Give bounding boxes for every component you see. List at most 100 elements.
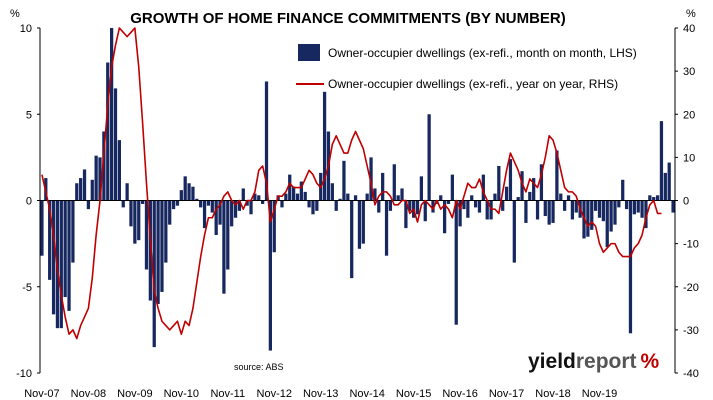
bar-mom-132	[551, 200, 555, 223]
bar-mom-38	[187, 183, 191, 201]
bar-mom-126	[528, 191, 532, 201]
bar-mom-85	[369, 157, 373, 201]
bar-mom-134	[559, 193, 563, 201]
bar-mom-149	[617, 200, 621, 208]
bar-mom-124	[520, 171, 524, 201]
legend-label-bar: Owner-occupier dwellings (ex-refi., mont…	[328, 46, 637, 60]
legend-label-line: Owner-occupier dwellings (ex-refi., year…	[328, 77, 618, 91]
bar-mom-15	[98, 157, 102, 201]
left-tick-label-3: -5	[22, 282, 32, 294]
bar-mom-68	[303, 191, 307, 201]
right-tick-label-5: -10	[683, 239, 699, 251]
bar-mom-93	[400, 188, 404, 201]
bar-mom-10	[79, 178, 83, 201]
bar-mom-31	[160, 200, 164, 292]
bar-mom-120	[504, 186, 509, 201]
right-tick-label-1: 30	[683, 66, 695, 78]
left-tick-label-1: 5	[26, 109, 32, 121]
bar-mom-158	[652, 197, 656, 201]
bar-mom-99	[423, 200, 427, 222]
bar-mom-26	[140, 200, 145, 204]
bar-mom-34	[171, 200, 176, 210]
bar-mom-51	[237, 200, 242, 211]
x-tick-label-2: Nov-09	[117, 388, 152, 400]
bar-mom-118	[497, 166, 501, 201]
logo-word-yield: yield	[528, 350, 576, 373]
bar-mom-104	[442, 200, 447, 234]
bar-mom-121	[508, 159, 513, 201]
x-tick-label-5: Nov-12	[257, 388, 292, 400]
axes	[39, 28, 676, 373]
left-tick-label-0: 10	[20, 23, 32, 35]
bar-mom-6	[63, 200, 67, 298]
bar-mom-45	[214, 200, 218, 235]
bar-mom-29	[152, 200, 156, 348]
bar-mom-37	[183, 176, 187, 201]
bar-mom-77	[338, 198, 342, 201]
bar-mom-97	[415, 200, 420, 215]
bar-mom-145	[601, 200, 605, 222]
bar-mom-114	[481, 174, 485, 201]
bar-mom-92	[396, 195, 400, 201]
bar-mom-71	[315, 200, 319, 211]
left-tick-label-2: 0	[26, 196, 32, 208]
logo-percent-mark: %	[641, 350, 660, 373]
bar-mom-150	[621, 179, 625, 201]
bar-mom-27	[144, 200, 149, 270]
bar-mom-66	[295, 193, 300, 201]
bar-mom-14	[94, 155, 98, 201]
bar-mom-129	[539, 164, 544, 201]
bar-mom-153	[632, 200, 636, 215]
bar-mom-0	[40, 200, 44, 256]
bar-mom-16	[102, 131, 106, 201]
bar-mom-130	[543, 200, 547, 217]
x-tick-label-7: Nov-14	[349, 388, 384, 400]
bar-mom-78	[342, 160, 346, 201]
left-axis-unit: %	[10, 8, 20, 20]
bar-mom-87	[377, 200, 381, 213]
bar-mom-24	[133, 200, 137, 244]
bar-mom-28	[148, 200, 152, 301]
right-tick-label-4: 0	[683, 196, 689, 208]
bar-mom-131	[547, 200, 551, 225]
bar-mom-84	[365, 193, 369, 201]
bar-mom-95	[408, 200, 412, 211]
right-tick-label-8: -40	[683, 368, 699, 380]
bar-mom-69	[307, 200, 311, 208]
bar-mom-8	[71, 200, 75, 263]
bar-mom-25	[137, 200, 141, 241]
right-tick-label-0: 40	[683, 23, 695, 35]
bar-mom-122	[512, 200, 516, 263]
logo-word-report: report	[576, 350, 637, 373]
line-yoy	[41, 27, 662, 340]
bar-mom-59	[268, 200, 272, 351]
right-tick-label-2: 20	[683, 109, 695, 121]
bar-mom-60	[272, 200, 276, 253]
bar-mom-41	[199, 200, 203, 208]
bar-mom-79	[346, 193, 350, 201]
x-tick-label-6: Nov-13	[303, 388, 338, 400]
x-tick-label-4: Nov-11	[210, 388, 245, 400]
bar-mom-125	[524, 200, 528, 223]
bar-mom-9	[75, 183, 79, 201]
bar-mom-5	[59, 200, 63, 329]
x-tick-label-1: Nov-08	[71, 388, 106, 400]
line-series	[41, 27, 662, 340]
bar-mom-89	[384, 200, 389, 256]
bar-mom-82	[357, 200, 362, 249]
bar-mom-160	[659, 121, 664, 201]
chart-title: GROWTH OF HOME FINANCE COMMITMENTS (BY N…	[130, 10, 566, 27]
bar-mom-141	[586, 200, 590, 237]
svg-text:yieldreport%: yieldreport%	[528, 350, 660, 373]
bar-mom-53	[245, 200, 249, 206]
bar-mom-20	[117, 140, 121, 201]
yieldreport-logo: yieldreport%	[528, 350, 660, 373]
x-tick-label-0: Nov-07	[24, 388, 59, 400]
bar-mom-127	[532, 178, 536, 201]
bar-mom-147	[609, 200, 613, 232]
x-tick-label-12: Nov-19	[582, 388, 617, 400]
bar-mom-12	[86, 200, 91, 210]
bar-mom-156	[644, 200, 648, 229]
bar-mom-119	[501, 200, 505, 211]
bar-mom-67	[299, 181, 303, 201]
